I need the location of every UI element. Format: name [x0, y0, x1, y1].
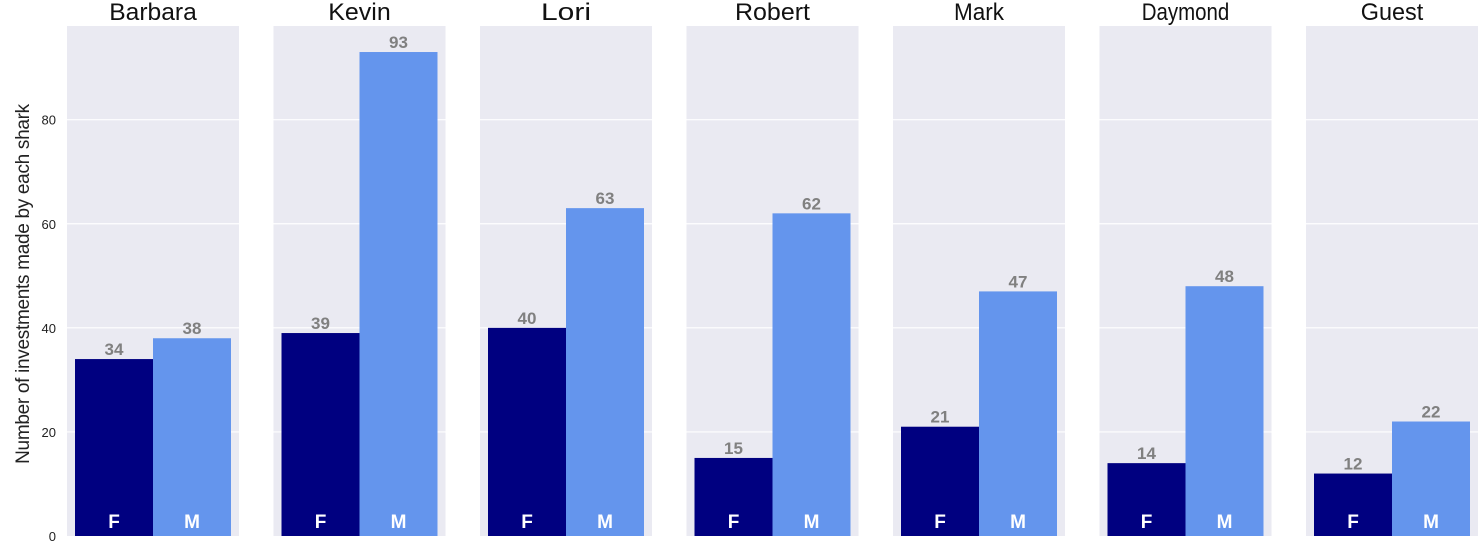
- panel-title: Robert: [735, 0, 810, 26]
- bar-m: [979, 291, 1057, 536]
- y-tick-label: 20: [42, 425, 56, 440]
- bar-m: [566, 208, 644, 536]
- bar-m: [1392, 421, 1470, 536]
- y-tick-label: 60: [42, 217, 56, 232]
- value-label: 40: [518, 309, 537, 328]
- bar-m: [153, 338, 231, 536]
- category-label: F: [1347, 512, 1359, 533]
- value-label: 63: [596, 189, 615, 208]
- panel-title: Kevin: [328, 0, 391, 26]
- value-label: 21: [931, 408, 950, 427]
- panel-title: Mark: [954, 0, 1005, 26]
- bar-f: [1314, 473, 1392, 536]
- category-label: M: [1423, 512, 1439, 533]
- bar-m: [772, 213, 851, 537]
- panel-title: Guest: [1361, 0, 1424, 26]
- value-label: 38: [183, 319, 202, 338]
- y-tick-label: 80: [42, 113, 56, 128]
- panel-title: Barbara: [109, 0, 197, 26]
- bar-f: [281, 333, 360, 536]
- category-label: F: [521, 512, 533, 533]
- category-label: M: [804, 512, 820, 533]
- category-label: F: [315, 512, 327, 533]
- bar-f: [75, 359, 153, 536]
- category-label: F: [934, 512, 946, 533]
- value-label: 15: [724, 439, 743, 458]
- category-label: M: [184, 512, 200, 533]
- bar-f: [1107, 463, 1186, 536]
- category-label: F: [108, 512, 120, 533]
- bar-f: [488, 327, 566, 536]
- value-label: 47: [1009, 272, 1028, 291]
- category-label: F: [1141, 512, 1153, 533]
- value-label: 34: [105, 340, 124, 359]
- category-label: M: [597, 512, 613, 533]
- bar-f: [901, 426, 979, 536]
- bar-m: [1185, 286, 1264, 536]
- value-label: 39: [311, 314, 330, 333]
- value-label: 14: [1137, 444, 1156, 463]
- panel-title: Lori: [541, 0, 591, 26]
- value-label: 62: [802, 194, 821, 213]
- y-tick-label: 0: [49, 529, 56, 542]
- value-label: 48: [1215, 267, 1234, 286]
- panel-title: Daymond: [1142, 0, 1230, 26]
- bar-m: [359, 52, 438, 536]
- y-axis-label: Number of investments made by each shark: [13, 104, 34, 464]
- category-label: F: [728, 512, 740, 533]
- y-tick-label: 40: [42, 321, 56, 336]
- value-label: 12: [1344, 455, 1363, 474]
- category-label: M: [391, 512, 407, 533]
- category-label: M: [1010, 512, 1026, 533]
- value-label: 22: [1422, 403, 1441, 422]
- bar-f: [694, 457, 773, 536]
- category-label: M: [1217, 512, 1233, 533]
- value-label: 93: [389, 33, 408, 52]
